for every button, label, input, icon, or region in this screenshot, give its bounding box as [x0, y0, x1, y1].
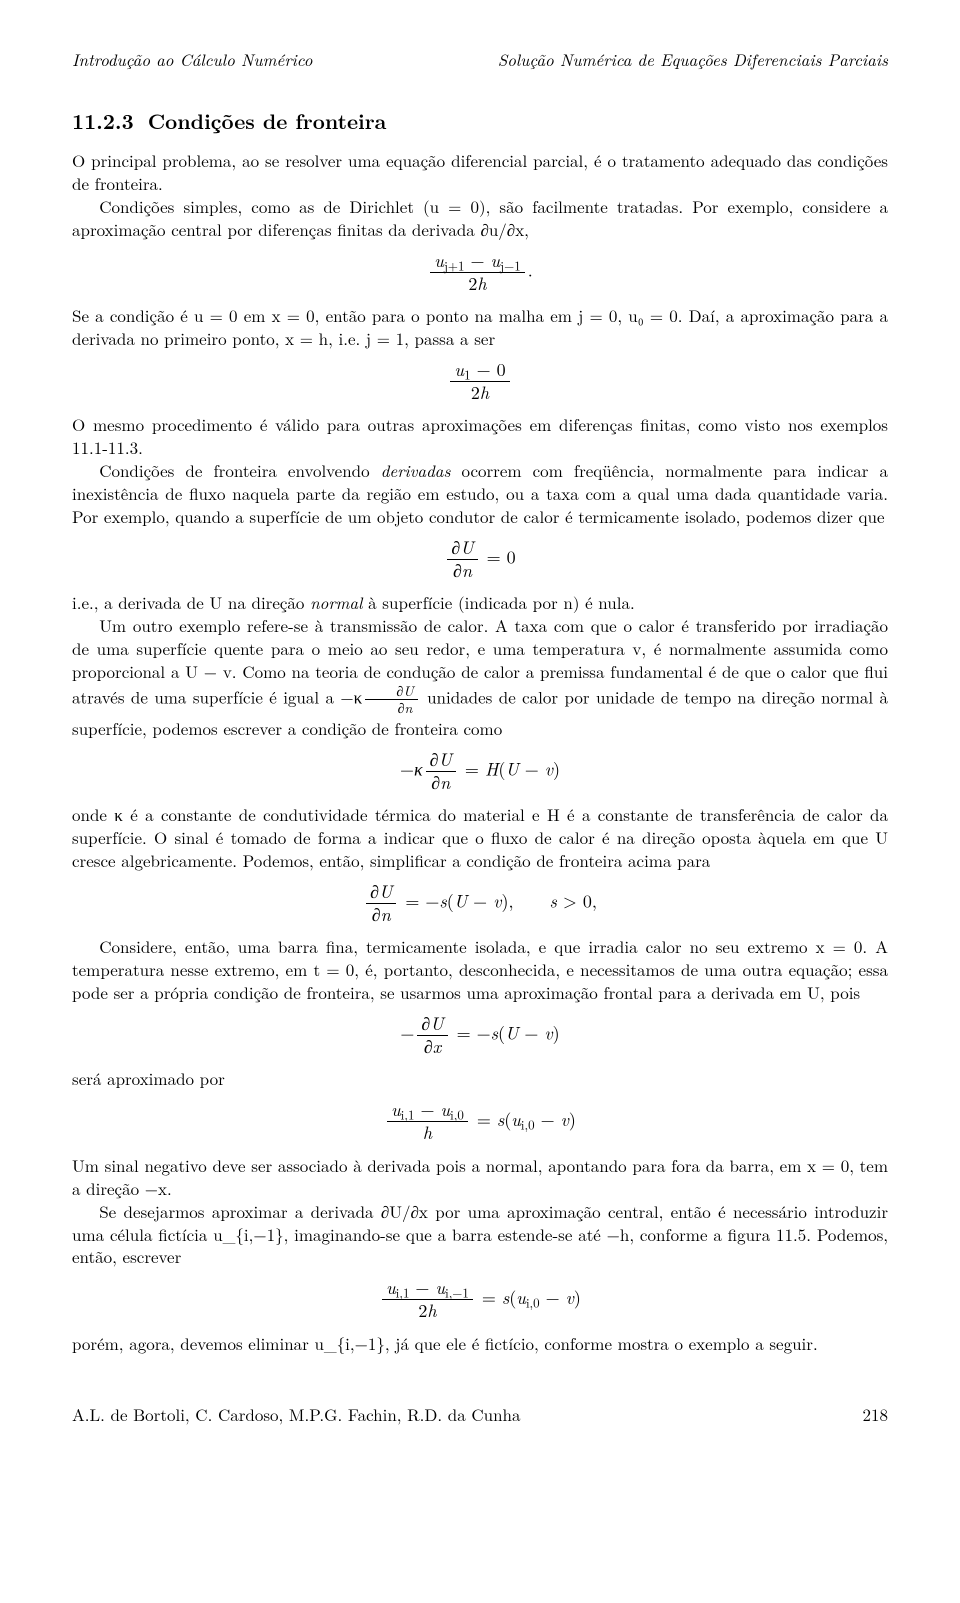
denominator: 2h: [382, 1300, 473, 1322]
denominator: 2h: [430, 273, 524, 295]
eq-rhs: = s(ui,0 − v): [476, 1285, 581, 1310]
eq-rhs: = −s(U − v): [451, 1021, 560, 1046]
equation: ∂U ∂n = 0: [72, 538, 888, 581]
fraction: ui,1 − ui,−1 2h: [382, 1278, 473, 1321]
text: Condições de fronteira envolvendo: [99, 458, 381, 482]
text: i.e., a derivada de U na direção: [72, 590, 310, 614]
footer-page-number: 218: [863, 1403, 889, 1426]
fraction: u1 − 0 2h: [450, 360, 509, 403]
paragraph: Se desejarmos aproximar a derivada ∂U/∂x…: [72, 1200, 888, 1269]
section-number: 11.2.3: [72, 106, 134, 136]
numerator: ∂U: [417, 1014, 447, 1036]
numerator: ∂U: [447, 538, 477, 560]
section-title: Condições de fronteira: [148, 106, 387, 136]
equation: −κ ∂U ∂n = H(U − v): [72, 750, 888, 793]
eq-rhs: = 0: [481, 545, 516, 570]
denominator: ∂n: [447, 560, 477, 582]
paragraph: Condições de fronteira envolvendo deriva…: [72, 459, 888, 528]
fraction: ui,1 − ui,0 h: [387, 1100, 468, 1143]
emphasis: normal: [310, 590, 362, 614]
paragraph: porém, agora, devemos eliminar u_{i,−1},…: [72, 1332, 888, 1355]
paragraph: Um outro exemplo refere-se à transmissão…: [72, 614, 888, 740]
paragraph: i.e., a derivada de U na direção normal …: [72, 591, 888, 614]
denominator: h: [387, 1122, 468, 1144]
inline-fraction: ∂U∂n: [365, 683, 418, 717]
denominator: 2h: [450, 382, 509, 404]
eq-rhs: = −s(U − v), s > 0,: [399, 889, 596, 914]
text: à superfície (indicada por n) é nula.: [362, 590, 634, 614]
numerator: ∂U: [366, 882, 396, 904]
numerator: uj+1 − uj−1: [430, 251, 524, 273]
eq-pre: −: [400, 1021, 414, 1046]
eq-rhs: = H(U − v): [459, 757, 560, 782]
fraction: ∂U ∂x: [417, 1014, 447, 1057]
section-heading: 11.2.3 Condições de fronteira: [72, 107, 888, 135]
paragraph: Considere, então, uma barra fina, termic…: [72, 935, 888, 1004]
fraction: uj+1 − uj−1 2h: [430, 251, 524, 294]
equation: u1 − 0 2h: [72, 360, 888, 403]
numerator: u1 − 0: [450, 360, 509, 382]
paragraph: Um sinal negativo deve ser associado à d…: [72, 1154, 888, 1200]
running-head-left: Introdução ao Cálculo Numérico: [72, 48, 312, 71]
paragraph: onde κ é a constante de condutividade té…: [72, 803, 888, 872]
numerator: ui,1 − ui,0: [387, 1100, 468, 1122]
numerator: ∂U: [426, 750, 456, 772]
denominator: ∂n: [366, 904, 396, 926]
paragraph: será aproximado por: [72, 1067, 888, 1090]
equation: − ∂U ∂x = −s(U − v): [72, 1014, 888, 1057]
fraction: ∂U ∂n: [366, 882, 396, 925]
footer-authors: A.L. de Bortoli, C. Cardoso, M.P.G. Fach…: [72, 1403, 521, 1426]
eq-rhs: = s(ui,0 − v): [471, 1107, 576, 1132]
equation: ui,1 − ui,−1 2h = s(ui,0 − v): [72, 1278, 888, 1321]
paragraph: O principal problema, ao se resolver uma…: [72, 149, 888, 195]
eq-tail: .: [528, 258, 533, 283]
equation: uj+1 − uj−1 2h .: [72, 251, 888, 294]
denominator: ∂n: [426, 772, 456, 794]
fraction: ∂U ∂n: [426, 750, 456, 793]
denominator: ∂n: [365, 700, 418, 717]
fraction: ∂U ∂n: [447, 538, 477, 581]
page-footer: A.L. de Bortoli, C. Cardoso, M.P.G. Fach…: [72, 1403, 888, 1426]
paragraph: O mesmo procedimento é válido para outra…: [72, 413, 888, 459]
emphasis: derivadas: [381, 458, 451, 482]
equation: ∂U ∂n = −s(U − v), s > 0,: [72, 882, 888, 925]
denominator: ∂x: [417, 1036, 447, 1058]
equation: ui,1 − ui,0 h = s(ui,0 − v): [72, 1100, 888, 1143]
running-head: Introdução ao Cálculo Numérico Solução N…: [72, 48, 888, 71]
paragraph: Se a condição é u = 0 em x = 0, então pa…: [72, 304, 888, 350]
running-head-right: Solução Numérica de Equações Diferenciai…: [498, 48, 888, 71]
eq-pre: −κ: [400, 757, 423, 782]
numerator: ui,1 − ui,−1: [382, 1278, 473, 1300]
paragraph: Condições simples, como as de Dirichlet …: [72, 195, 888, 241]
